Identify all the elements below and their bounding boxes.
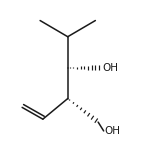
Text: OH: OH bbox=[102, 63, 118, 73]
Text: OH: OH bbox=[104, 126, 120, 136]
